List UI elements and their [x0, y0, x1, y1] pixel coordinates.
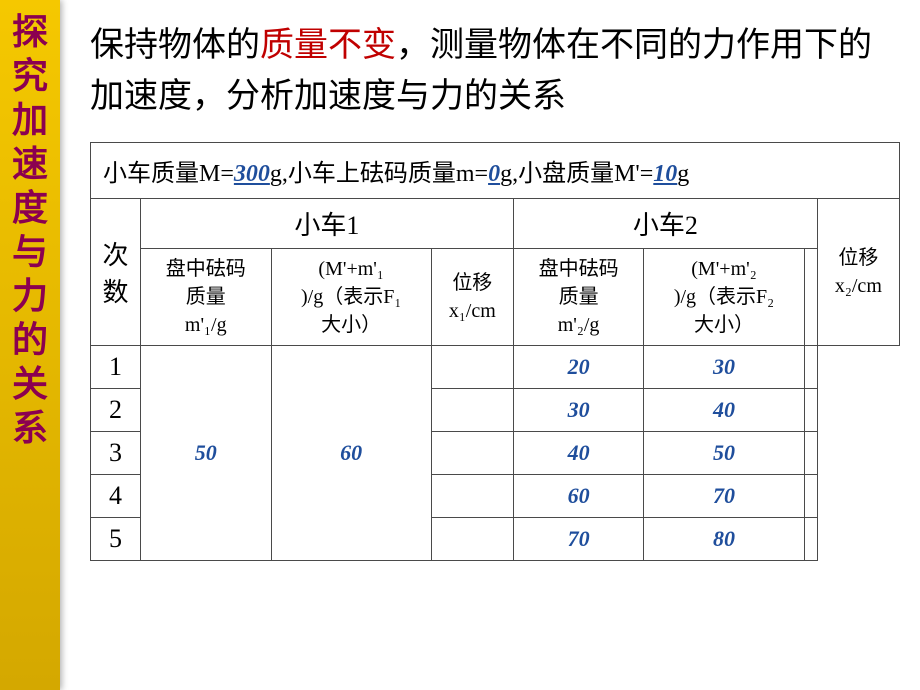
cart2-disp-cell [804, 518, 817, 561]
param-value: 0 [488, 161, 500, 187]
cart2-mass-cell: 60 [513, 475, 644, 518]
cart1-disp-cell [431, 518, 513, 561]
cart1-disp-cell [431, 432, 513, 475]
col-disp1-header: 位移 x₁/cm [431, 249, 513, 346]
cart2-force-cell: 70 [644, 475, 804, 518]
sidebar-char: 与 [0, 230, 60, 274]
param-label: g,小车上砝码质量m= [270, 161, 488, 187]
sidebar-char: 加 [0, 98, 60, 142]
cart2-force-cell: 80 [644, 518, 804, 561]
cart2-force-cell: 50 [644, 432, 804, 475]
table-cart-header-row: 次数 小车1 小车2 位移 x₂/cm [91, 199, 900, 249]
cart2-mass-cell: 40 [513, 432, 644, 475]
sidebar-char: 系 [0, 406, 60, 450]
row-number: 2 [91, 389, 141, 432]
table-column-headers: 盘中砝码 质量 m'₁/g (M'+m'₁ )/g（表示F₁ 大小） 位移 x₁… [91, 249, 900, 346]
cart2-disp-cell [804, 432, 817, 475]
param-value: 300 [234, 161, 270, 187]
sidebar-char: 速 [0, 142, 60, 186]
row-number: 5 [91, 518, 141, 561]
table-params-row: 小车质量M=300g,小车上砝码质量m=0g,小盘质量M'=10g [91, 143, 900, 199]
col-force1-header: (M'+m'₁ )/g（表示F₁ 大小） [271, 249, 431, 346]
row-number: 3 [91, 432, 141, 475]
description-text: 保持物体的质量不变，测量物体在不同的力作用下的加速度，分析加速度与力的关系 [90, 20, 900, 122]
cart2-force-cell: 30 [644, 346, 804, 389]
desc-highlight: 质量不变 [260, 27, 396, 64]
row-number: 4 [91, 475, 141, 518]
sidebar-char: 关 [0, 362, 60, 406]
cart2-force-cell: 40 [644, 389, 804, 432]
col-force2-header: (M'+m'₂ )/g（表示F₂ 大小） [644, 249, 804, 346]
sidebar-char: 探 [0, 10, 60, 54]
cart2-mass-cell: 70 [513, 518, 644, 561]
sidebar-char: 的 [0, 318, 60, 362]
desc-prefix: 保持物体的 [90, 27, 260, 64]
cart2-disp-cell [804, 475, 817, 518]
sidebar-char: 究 [0, 54, 60, 98]
col-mass1-header: 盘中砝码 质量 m'₁/g [141, 249, 272, 346]
cart1-header: 小车1 [141, 199, 514, 249]
param-label: g,小盘质量M'= [500, 161, 653, 187]
cart2-mass-cell: 20 [513, 346, 644, 389]
cart1-disp-cell [431, 389, 513, 432]
table-row: 1 50 60 20 30 [91, 346, 900, 389]
main-content: 保持物体的质量不变，测量物体在不同的力作用下的加速度，分析加速度与力的关系 小车… [60, 0, 920, 690]
cart2-disp-cell [804, 389, 817, 432]
cart2-header: 小车2 [513, 199, 817, 249]
sidebar-char: 度 [0, 186, 60, 230]
cart1-disp-cell [431, 346, 513, 389]
row-number: 1 [91, 346, 141, 389]
sidebar-title-vertical: 探 究 加 速 度 与 力 的 关 系 [0, 0, 60, 690]
param-label: 小车质量M= [103, 161, 234, 187]
cart2-disp-cell [804, 346, 817, 389]
param-label: g [677, 161, 689, 187]
data-table: 小车质量M=300g,小车上砝码质量m=0g,小盘质量M'=10g 次数 小车1… [90, 142, 900, 561]
col-mass2-header: 盘中砝码 质量 m'₂/g [513, 249, 644, 346]
cart2-mass-cell: 30 [513, 389, 644, 432]
col-disp2-header: 位移 x₂/cm [817, 199, 899, 346]
cart1-force-merged: 60 [271, 346, 431, 561]
cart1-mass-merged: 50 [141, 346, 272, 561]
sidebar-char: 力 [0, 274, 60, 318]
param-value: 10 [653, 161, 677, 187]
trial-label: 次数 [91, 199, 141, 346]
cart1-disp-cell [431, 475, 513, 518]
